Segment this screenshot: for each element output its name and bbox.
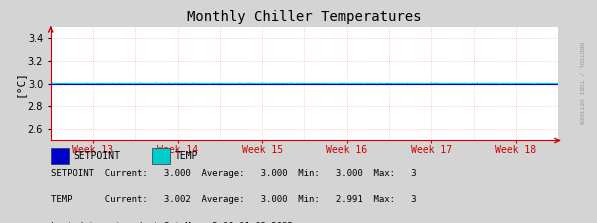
Text: SETPOINT: SETPOINT — [73, 151, 121, 161]
Text: Last data entered at Sat May  3 00:01:02 2025.: Last data entered at Sat May 3 00:01:02 … — [51, 222, 298, 223]
Title: Monthly Chiller Temperatures: Monthly Chiller Temperatures — [187, 10, 421, 24]
Bar — [51, 148, 69, 164]
Text: TEMP      Current:   3.002  Average:   3.000  Min:   2.991  Max:   3: TEMP Current: 3.002 Average: 3.000 Min: … — [51, 195, 416, 204]
Text: RRDTOOL / TOBI OETIKER: RRDTOOL / TOBI OETIKER — [578, 42, 583, 125]
Text: TEMP: TEMP — [175, 151, 199, 161]
Text: SETPOINT  Current:   3.000  Average:   3.000  Min:   3.000  Max:   3: SETPOINT Current: 3.000 Average: 3.000 M… — [51, 169, 416, 178]
Y-axis label: [°C]: [°C] — [15, 70, 25, 97]
Bar — [152, 148, 170, 164]
